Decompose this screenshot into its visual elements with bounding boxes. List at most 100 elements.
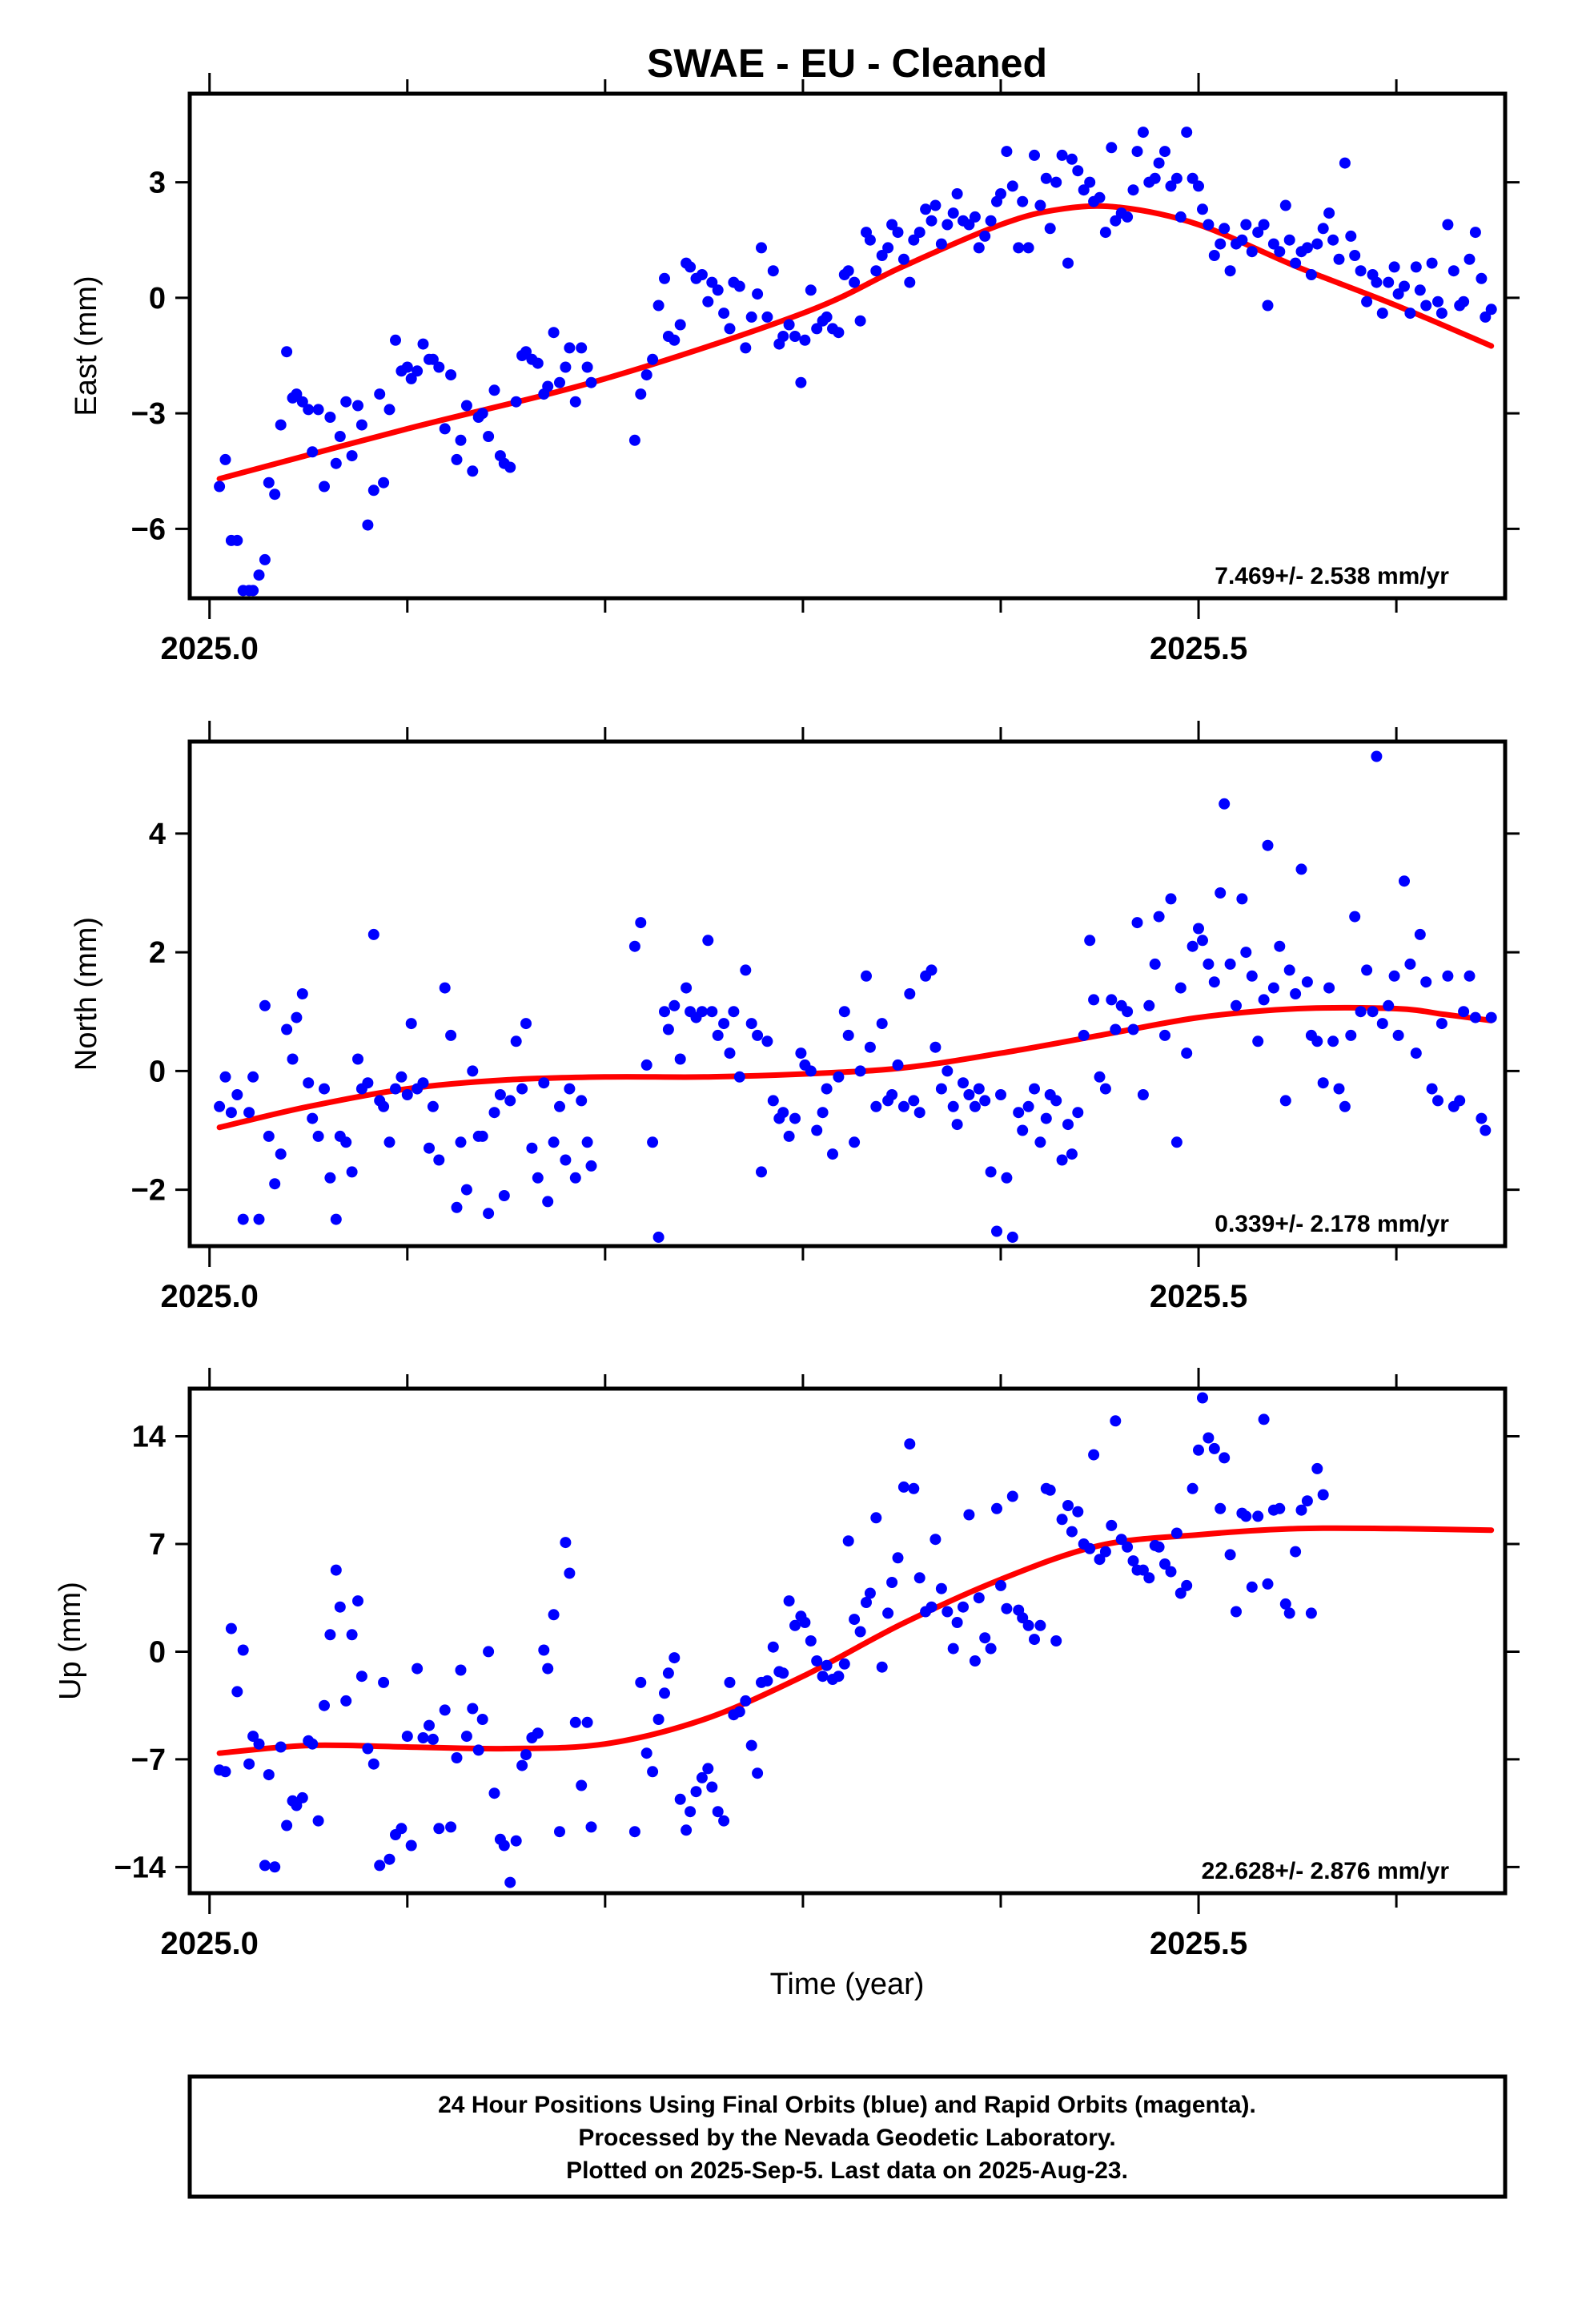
north-data-point [861,970,872,982]
up-data-point [702,1763,714,1775]
up-data-point [789,1619,801,1631]
north-data-point [833,1071,845,1083]
east-data-point [303,404,315,416]
north-y-tick-label: 2 [149,936,166,970]
north-data-point [1355,1006,1367,1018]
up-data-point [504,1876,516,1888]
up-data-point [346,1629,358,1641]
east-data-point [488,384,500,396]
north-data-point [1317,1077,1329,1089]
east-data-point [745,311,757,323]
north-data-point [1208,976,1220,988]
north-data-point [1458,1006,1470,1018]
east-data-point [740,342,752,354]
east-data-point [1165,180,1177,192]
up-data-point [886,1577,898,1588]
up-data-point [538,1644,550,1656]
up-data-point [1290,1546,1302,1558]
up-data-point [324,1629,336,1641]
north-data-point [1252,1035,1264,1047]
up-data-point [488,1787,500,1799]
north-data-point [433,1154,445,1166]
east-data-point [963,219,975,231]
east-data-point [1006,180,1018,192]
north-data-point [659,1006,670,1018]
north-data-point [1367,1006,1379,1018]
north-data-point [1022,1100,1034,1112]
north-data-point [259,999,271,1011]
up-rate-label: 22.628+/- 2.876 mm/yr [1202,1858,1450,1884]
east-data-point [319,480,330,493]
east-data-point [467,465,479,477]
up-data-point [460,1731,472,1743]
north-data-point [930,1041,942,1053]
up-data-point [291,1799,303,1811]
east-data-point [576,342,588,354]
east-data-point [1072,165,1084,177]
north-data-point [312,1130,324,1142]
north-data-point [346,1166,358,1178]
east-data-point [1279,199,1291,211]
east-x-tick-label: 2025.5 [1150,631,1247,666]
up-data-point [745,1739,757,1751]
east-data-point [1458,296,1470,308]
north-data-point [1295,863,1307,875]
north-data-point [979,1095,991,1107]
east-data-point [1174,211,1186,223]
north-data-point [1088,994,1100,1006]
east-data-point [1267,238,1279,250]
footer-frame [187,2074,1508,2199]
east-data-point [1013,242,1025,254]
north-data-point [1062,1119,1074,1131]
north-data-point [1110,1023,1122,1035]
up-data-point [1034,1619,1046,1631]
north-data-point [958,1077,969,1089]
north-data-point [1106,994,1118,1006]
east-data-point [214,480,226,493]
up-data-point [334,1601,346,1613]
east-data-point [733,280,745,292]
up-plot-frame [187,1386,1508,1896]
north-data-point [1153,911,1165,923]
north-data-point [724,1047,736,1059]
north-data-point [516,1083,528,1095]
east-data-point [1283,234,1295,246]
north-data-point [1383,999,1395,1011]
up-y-tick-label: 0 [149,1635,166,1669]
north-data-point [296,988,308,999]
north-data-point [542,1196,554,1208]
up-data-point [761,1675,773,1687]
up-data-point [1174,1587,1186,1599]
east-data-point [1040,172,1052,184]
up-data-point [439,1704,451,1716]
north-data-point [1339,1100,1351,1112]
east-data-point [805,284,817,296]
up-data-point [712,1806,724,1818]
up-data-point [1084,1542,1096,1554]
up-data-point [542,1663,554,1675]
up-data-point [1022,1619,1034,1631]
up-data-point [1295,1504,1307,1516]
east-data-point [892,227,904,239]
east-data-point [1476,272,1488,284]
north-data-point [1454,1095,1466,1107]
north-data-point [821,1083,833,1095]
up-data-point [263,1769,275,1781]
north-data-point [219,1071,231,1083]
east-data-point [724,323,736,335]
up-data-point [374,1860,386,1872]
east-data-point [842,265,854,277]
up-data-point [1262,1578,1274,1590]
up-data-point [897,1481,909,1493]
east-data-point [390,334,401,346]
north-data-point [554,1100,565,1112]
east-data-point [1355,265,1367,277]
up-data-point [1110,1415,1122,1427]
east-data-point [1170,172,1182,184]
east-data-point [908,234,920,246]
east-data-point [1106,142,1118,154]
east-data-point [439,423,451,435]
north-data-point [926,964,938,976]
north-data-point [696,1006,708,1018]
up-data-point [913,1572,926,1584]
